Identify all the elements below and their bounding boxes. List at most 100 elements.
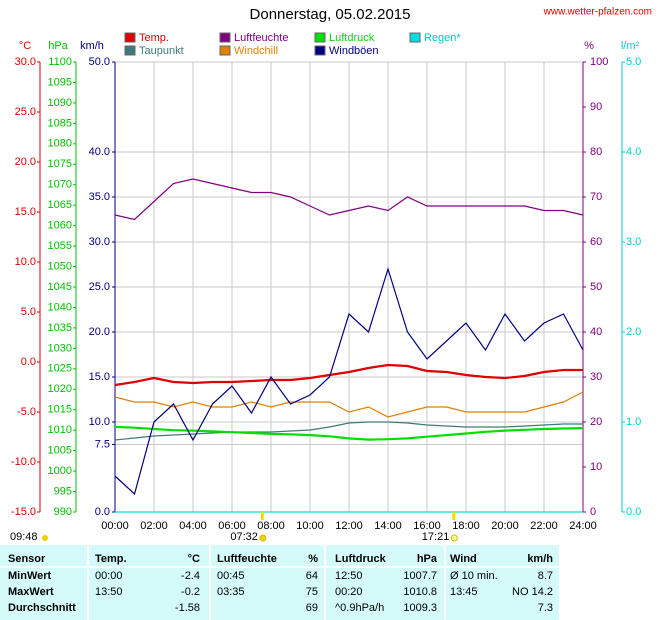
- y-tick-label: 990: [54, 506, 72, 518]
- y-tick-label: 30: [590, 371, 602, 383]
- y-tick-label: 1090: [48, 97, 72, 109]
- table-cell: ^0.9hPa/h: [335, 602, 384, 614]
- legend-swatch: [219, 32, 231, 43]
- table-cell: 13:45: [450, 586, 478, 598]
- y-tick-label: 60: [590, 236, 602, 248]
- legend-swatch: [124, 45, 136, 56]
- y-tick-label: 50: [590, 281, 602, 293]
- table-cell: 00:00: [95, 570, 123, 582]
- x-tick-label: 10:00: [296, 520, 324, 532]
- y-tick-label: -10.0: [11, 456, 36, 468]
- legend-label: Windchill: [234, 45, 278, 57]
- y-tick-label: 1065: [48, 199, 72, 211]
- y-tick-label: 3.0: [626, 236, 641, 248]
- y-tick-label: 0: [590, 506, 596, 518]
- table-cell: 1010.8: [403, 586, 437, 598]
- chart-title: Donnerstag, 05.02.2015: [250, 6, 411, 23]
- y-tick-label: 1000: [48, 465, 72, 477]
- axis-title: km/h: [80, 40, 104, 52]
- table-cell: 03:35: [217, 586, 245, 598]
- y-tick-label: -5.0: [17, 406, 36, 418]
- x-tick-label: 24:00: [569, 520, 597, 532]
- y-tick-label: 35.0: [89, 191, 110, 203]
- series-line: [114, 178, 584, 221]
- y-tick-label: 15.0: [15, 206, 36, 218]
- y-tick-label: 10.0: [89, 416, 110, 428]
- y-tick-label: 30.0: [89, 236, 110, 248]
- x-tick-label: 22:00: [530, 520, 558, 532]
- source: www.wetter-pfalzen.com: [543, 7, 652, 18]
- legend-swatch: [219, 45, 231, 56]
- y-tick-label: 10: [590, 461, 602, 473]
- table-background: [0, 545, 560, 620]
- y-tick-label: 25.0: [15, 106, 36, 118]
- sun-label: 07:32: [230, 531, 258, 543]
- table-cell: 75: [306, 586, 318, 598]
- table-header: Luftfeuchte: [217, 553, 277, 565]
- x-tick-label: 06:00: [218, 520, 246, 532]
- legend-label: Temp.: [139, 32, 169, 44]
- y-tick-label: 1010: [48, 424, 72, 436]
- y-tick-label: 40.0: [89, 146, 110, 158]
- series-line: [114, 266, 584, 496]
- table-cell: MaxWert: [8, 586, 54, 598]
- y-tick-label: 50.0: [89, 56, 110, 68]
- y-tick-label: 1100: [48, 56, 72, 68]
- legend-label: Taupunkt: [139, 45, 184, 57]
- table-cell: -1.58: [175, 602, 200, 614]
- y-tick-label: 1060: [48, 220, 72, 232]
- y-tick-label: 1075: [48, 158, 72, 170]
- y-tick-label: 0.0: [626, 506, 641, 518]
- y-tick-label: 1020: [48, 383, 72, 395]
- y-tick-label: 90: [590, 101, 602, 113]
- y-tick-label: 1040: [48, 301, 72, 313]
- sun-label: 17:21: [422, 531, 450, 543]
- table-cell: Ø 10 min.: [450, 570, 498, 582]
- table-cell: 1009.3: [403, 602, 437, 614]
- table-cell: 8.7: [538, 570, 553, 582]
- axis-title: hPa: [48, 40, 68, 52]
- table-header: °C: [188, 553, 200, 565]
- x-tick-label: 16:00: [413, 520, 441, 532]
- table-cell: NO 14.2: [512, 586, 553, 598]
- y-tick-label: 4.0: [626, 146, 641, 158]
- y-tick-label: 70: [590, 191, 602, 203]
- table-cell: Durchschnitt: [8, 602, 76, 614]
- table-cell: -2.4: [181, 570, 200, 582]
- y-tick-label: 20.0: [89, 326, 110, 338]
- legend-label: Luftfeuchte: [234, 32, 288, 44]
- axis-title: %: [584, 40, 594, 52]
- y-tick-label: 1015: [48, 404, 72, 416]
- y-tick-label: 15.0: [89, 371, 110, 383]
- y-tick-label: 5.0: [626, 56, 641, 68]
- legend-swatch: [314, 45, 326, 56]
- series-line: [114, 421, 583, 441]
- table-cell: 1007.7: [403, 570, 437, 582]
- x-tick-label: 08:00: [257, 520, 285, 532]
- y-tick-label: 80: [590, 146, 602, 158]
- x-tick-label: 12:00: [335, 520, 363, 532]
- x-tick-label: 20:00: [491, 520, 519, 532]
- table-header: Temp.: [95, 553, 127, 565]
- y-tick-label: 5.0: [21, 306, 36, 318]
- y-tick-label: 1050: [48, 260, 72, 272]
- x-tick-label: 02:00: [140, 520, 168, 532]
- table-cell: 12:50: [335, 570, 363, 582]
- y-tick-label: 2.0: [626, 326, 641, 338]
- table-cell: 7.3: [538, 602, 553, 614]
- table-header: Sensor: [8, 553, 46, 565]
- series-line: [114, 363, 583, 387]
- y-tick-label: 1.0: [626, 416, 641, 428]
- table-cell: 69: [306, 602, 318, 614]
- y-tick-label: 1080: [48, 138, 72, 150]
- y-tick-label: 1070: [48, 179, 72, 191]
- y-tick-label: 0.0: [21, 356, 36, 368]
- axis-title: l/m²: [621, 40, 640, 52]
- y-tick-label: 1085: [48, 117, 72, 129]
- axis-title: °C: [19, 40, 31, 52]
- sun-icon: [42, 535, 48, 541]
- y-tick-label: 1045: [48, 281, 72, 293]
- y-tick-label: 25.0: [89, 281, 110, 293]
- table-cell: 13:50: [95, 586, 123, 598]
- sun-icon: [450, 534, 458, 542]
